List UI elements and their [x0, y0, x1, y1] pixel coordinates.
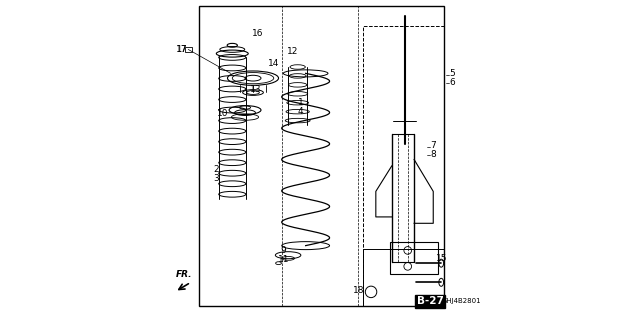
Text: 10: 10: [217, 109, 228, 118]
Text: 7: 7: [430, 141, 436, 150]
Text: 9: 9: [280, 246, 286, 255]
Text: 15: 15: [435, 254, 447, 263]
Text: 6: 6: [449, 78, 455, 87]
Text: 4: 4: [298, 107, 303, 116]
Text: 16: 16: [252, 29, 264, 38]
Text: 17: 17: [175, 45, 187, 54]
Text: 12: 12: [287, 47, 299, 56]
Text: 8: 8: [430, 150, 436, 159]
Text: B-27: B-27: [417, 296, 444, 307]
Text: 13: 13: [250, 85, 262, 94]
Text: FR.: FR.: [176, 270, 193, 279]
Text: 5: 5: [449, 69, 455, 78]
Text: 11: 11: [278, 256, 289, 264]
Text: 1: 1: [298, 98, 304, 107]
Bar: [363, 249, 444, 306]
Bar: [199, 6, 444, 306]
Bar: [390, 242, 438, 274]
Text: 18: 18: [353, 286, 364, 295]
Text: 14: 14: [268, 59, 280, 68]
Text: 2: 2: [214, 165, 219, 174]
Text: 17: 17: [176, 45, 186, 54]
Text: B-27: B-27: [417, 296, 444, 307]
Text: SHJ4B2801: SHJ4B2801: [443, 299, 481, 304]
Bar: [363, 26, 444, 306]
Text: 3: 3: [214, 174, 219, 183]
